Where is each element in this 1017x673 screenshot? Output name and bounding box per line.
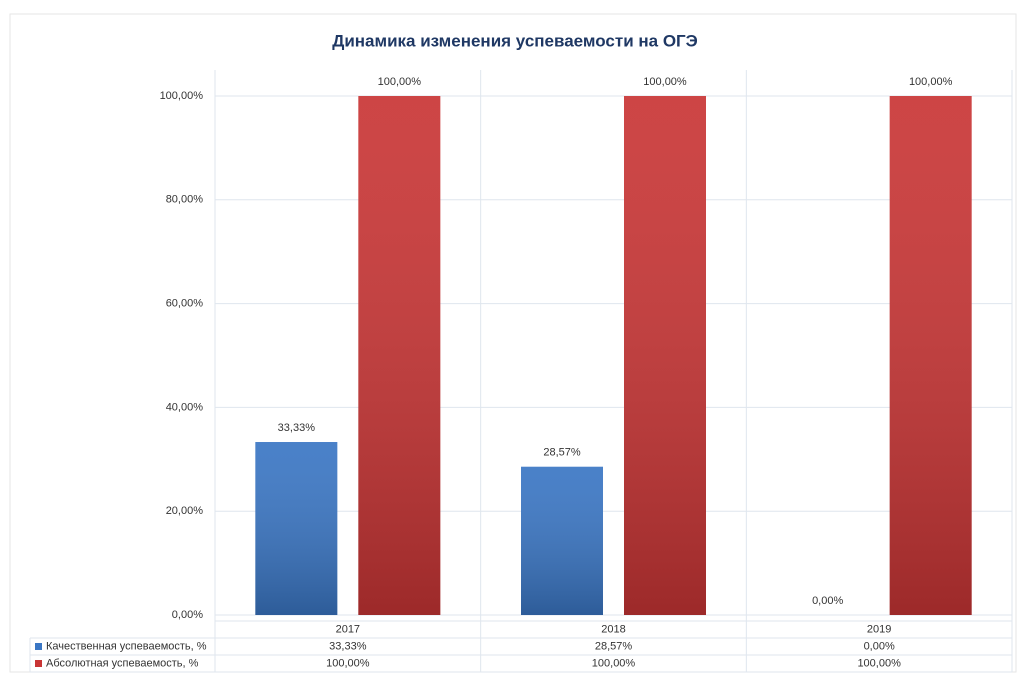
bar-shade [624,96,706,615]
y-tick-label: 20,00% [166,505,204,517]
table-cell: 33,33% [329,640,367,652]
bar-shade [889,96,972,615]
table-cell: 100,00% [857,657,901,669]
y-tick-label: 0,00% [172,609,203,621]
data-label: 100,00% [909,76,953,88]
legend-label: Абсолютная успеваемость, % [46,657,199,669]
bar-shade [358,96,441,615]
data-label: 28,57% [543,447,581,459]
bar-shade [521,466,603,615]
legend-swatch [35,660,42,667]
x-tick-label: 2018 [601,623,625,635]
legend-label: Качественная успеваемость, % [46,640,207,652]
y-tick-label: 80,00% [166,194,204,206]
data-label: 100,00% [378,76,422,88]
y-tick-label: 60,00% [166,298,204,310]
y-tick-label: 100,00% [160,90,204,102]
data-label: 0,00% [812,595,843,607]
chart-frame [9,13,1017,673]
legend-swatch [35,643,42,650]
chart-title: Динамика изменения успеваемости на ОГЭ [332,31,698,50]
data-label: 33,33% [278,422,316,434]
x-tick-label: 2019 [867,623,891,635]
data-label: 100,00% [643,76,687,88]
bar-shade [255,442,338,615]
table-cell: 28,57% [595,640,633,652]
table-cell: 100,00% [326,657,370,669]
table-cell: 0,00% [864,640,895,652]
x-tick-label: 2017 [336,623,360,635]
table-cell: 100,00% [592,657,636,669]
y-tick-label: 40,00% [166,401,204,413]
